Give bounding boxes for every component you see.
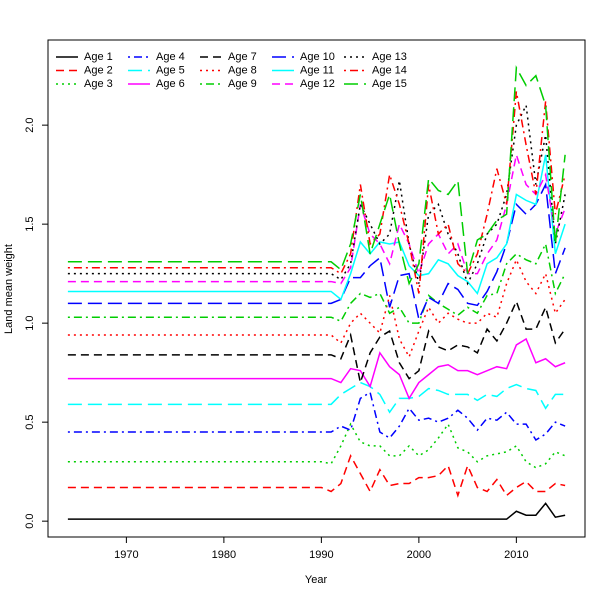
series-line xyxy=(67,391,566,442)
series-line xyxy=(67,154,566,301)
legend-label: Age 9 xyxy=(228,78,257,90)
series-line xyxy=(67,299,566,386)
legend-label: Age 14 xyxy=(372,64,407,76)
x-tick-label: 1980 xyxy=(212,549,236,561)
legend-label: Age 7 xyxy=(228,51,257,63)
y-tick-label: 0.5 xyxy=(24,415,36,430)
plot-frame xyxy=(47,39,586,538)
series-line xyxy=(67,65,566,286)
legend-label: Age 2 xyxy=(84,64,113,76)
legend-label: Age 10 xyxy=(300,51,335,63)
x-axis-label: Year xyxy=(305,574,328,586)
legend-label: Age 12 xyxy=(300,78,335,90)
y-tick-label: 1.5 xyxy=(24,216,36,231)
legend-label: Age 3 xyxy=(84,78,113,90)
series-line xyxy=(67,102,566,286)
x-tick-label: 1990 xyxy=(309,549,333,561)
y-tick-label: 1.0 xyxy=(24,316,36,331)
series-line xyxy=(67,337,566,401)
x-tick-label: 2010 xyxy=(504,549,528,561)
series-line xyxy=(67,422,566,469)
series-line xyxy=(67,257,566,359)
y-tick-label: 0.0 xyxy=(24,514,36,529)
series-line xyxy=(67,151,566,285)
series-line xyxy=(67,453,566,498)
series-line xyxy=(67,91,566,294)
legend-label: Age 15 xyxy=(372,78,407,90)
series-line xyxy=(67,381,566,414)
legend-label: Age 1 xyxy=(84,51,113,63)
legend-label: Age 6 xyxy=(156,78,185,90)
legend-label: Age 5 xyxy=(156,64,185,76)
x-tick-label: 2000 xyxy=(407,549,431,561)
legend-label: Age 13 xyxy=(372,51,407,63)
x-tick-label: 1970 xyxy=(114,549,138,561)
y-tick-label: 2.0 xyxy=(24,117,36,132)
legend-label: Age 11 xyxy=(300,64,334,76)
legend-label: Age 8 xyxy=(228,64,257,76)
series-line xyxy=(67,502,566,520)
series-line xyxy=(67,241,566,324)
series-line xyxy=(67,181,566,322)
y-axis-label: Land mean weight xyxy=(3,244,15,334)
legend-label: Age 4 xyxy=(156,51,185,63)
